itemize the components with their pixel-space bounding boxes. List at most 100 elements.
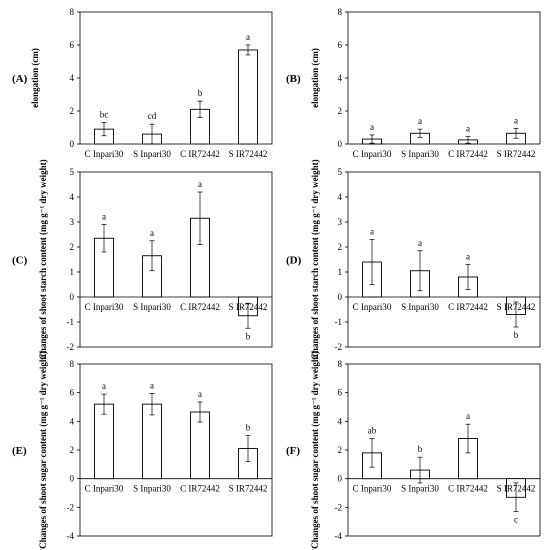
y-tick-label: 1 xyxy=(70,267,75,277)
category-label: C Inpari30 xyxy=(85,484,124,494)
significance-label: bc xyxy=(100,110,109,120)
y-tick-label: 6 xyxy=(70,388,75,398)
significance-label: a xyxy=(418,238,422,248)
y-tick-label: 0 xyxy=(70,292,75,302)
significance-label: a xyxy=(246,32,250,42)
y-axis-label: Changes of shoot sugar content (mg g⁻¹ d… xyxy=(310,351,320,549)
significance-label: b xyxy=(418,444,423,454)
y-tick-label: -2 xyxy=(67,502,75,512)
y-tick-label: 6 xyxy=(70,40,75,50)
category-label: S IR72442 xyxy=(229,302,268,312)
category-label: C IR72442 xyxy=(180,302,220,312)
y-tick-label: -4 xyxy=(335,531,343,541)
y-tick-label: 2 xyxy=(70,445,75,455)
significance-label: b xyxy=(198,88,203,98)
chart-panel-5: -4 -2 0 2 4 6 8 Changes of shoot sugar content … xyxy=(12,351,273,549)
significance-label: a xyxy=(466,252,470,262)
y-tick-label: 4 xyxy=(70,192,75,202)
category-label: C IR72442 xyxy=(180,149,220,159)
y-tick-label: 8 xyxy=(338,7,343,17)
panel-label: (A) xyxy=(12,73,28,85)
significance-label: a xyxy=(370,122,374,132)
y-axis-label: Changes of shoot starch content (mg g⁻¹ … xyxy=(38,159,48,359)
y-tick-label: 4 xyxy=(338,192,343,202)
chart-panel-6: -4 -2 0 2 4 6 8 Changes of shoot sugar content … xyxy=(286,351,541,549)
y-tick-label: 0 xyxy=(338,474,343,484)
plot-frame xyxy=(79,171,273,348)
y-tick-label: 5 xyxy=(338,167,343,177)
significance-label: a xyxy=(150,228,154,238)
y-tick-label: -1 xyxy=(335,317,343,327)
category-label: S Inpari30 xyxy=(401,484,439,494)
y-axis-label: Changes of shoot starch content (mg g⁻¹ … xyxy=(310,159,320,359)
bar xyxy=(142,403,162,480)
significance-label: a xyxy=(514,115,518,125)
significance-label: ab xyxy=(368,426,377,436)
y-tick-label: -2 xyxy=(335,342,343,352)
y-tick-label: 8 xyxy=(70,359,75,369)
category-label: S Inpari30 xyxy=(401,302,439,312)
category-label: C Inpari30 xyxy=(85,149,124,159)
plot-frame xyxy=(347,171,541,348)
y-tick-label: 3 xyxy=(70,217,75,227)
significance-label: cd xyxy=(148,111,157,121)
category-label: C IR72442 xyxy=(448,302,488,312)
category-label: C IR72442 xyxy=(448,484,488,494)
y-tick-label: -4 xyxy=(67,531,75,541)
y-tick-label: -2 xyxy=(67,342,75,352)
bar xyxy=(238,49,258,145)
category-label: S IR72442 xyxy=(229,149,268,159)
category-label: C Inpari30 xyxy=(353,302,392,312)
chart-panel-1: 0 2 4 6 8 elongation (cm)(A) bc C Inpari30 cd S I… xyxy=(12,7,273,159)
significance-label: a xyxy=(102,212,106,222)
category-label: C Inpari30 xyxy=(353,149,392,159)
y-tick-label: -2 xyxy=(335,502,343,512)
panel-label: (C) xyxy=(12,255,28,267)
category-label: S IR72442 xyxy=(497,484,536,494)
significance-label: b xyxy=(246,331,251,341)
significance-label: a xyxy=(370,227,374,237)
significance-label: b xyxy=(246,423,251,433)
significance-label: a xyxy=(198,179,202,189)
category-label: S Inpari30 xyxy=(401,149,439,159)
y-tick-label: 0 xyxy=(70,474,75,484)
significance-label: b xyxy=(514,330,519,340)
panel-label: (D) xyxy=(286,255,302,267)
y-tick-label: 1 xyxy=(338,267,343,277)
significance-label: a xyxy=(466,124,470,134)
category-label: S Inpari30 xyxy=(133,484,171,494)
significance-label: a xyxy=(102,381,106,391)
panel-label: (E) xyxy=(12,445,27,457)
y-tick-label: 6 xyxy=(338,388,343,398)
y-tick-label: 0 xyxy=(70,139,75,149)
y-tick-label: 4 xyxy=(70,416,75,426)
significance-label: c xyxy=(514,515,518,525)
chart-panel-4: -2 -1 0 1 2 3 4 5 Changes of shoot starch conten… xyxy=(286,159,541,360)
category-label: C IR72442 xyxy=(448,149,488,159)
y-tick-label: 2 xyxy=(338,445,343,455)
y-tick-label: 2 xyxy=(70,106,75,116)
y-tick-label: 0 xyxy=(338,139,343,149)
y-tick-label: 3 xyxy=(338,217,343,227)
y-tick-label: 4 xyxy=(70,73,75,83)
category-label: C Inpari30 xyxy=(85,302,124,312)
panel-label: (B) xyxy=(286,73,301,85)
significance-label: a xyxy=(466,411,470,421)
category-label: S Inpari30 xyxy=(133,302,171,312)
y-tick-label: 2 xyxy=(338,242,343,252)
y-tick-label: 8 xyxy=(70,7,75,17)
significance-label: a xyxy=(150,380,154,390)
significance-label: a xyxy=(198,389,202,399)
chart-panel-2: 0 2 4 6 8 elongation (cm) (B) a C Inpari30 a S Inp… xyxy=(286,7,541,159)
y-axis-label: elongation (cm) xyxy=(30,48,40,108)
category-label: S IR72442 xyxy=(497,149,536,159)
y-axis-label: Changes of shoot sugar content (mg g⁻¹ d… xyxy=(38,351,48,549)
y-tick-label: -1 xyxy=(67,317,75,327)
category-label: C Inpari30 xyxy=(353,484,392,494)
y-tick-label: 4 xyxy=(338,416,343,426)
y-tick-label: 8 xyxy=(338,359,343,369)
bar xyxy=(94,403,114,480)
category-label: S IR72442 xyxy=(497,302,536,312)
panel-label: (F) xyxy=(286,445,300,457)
